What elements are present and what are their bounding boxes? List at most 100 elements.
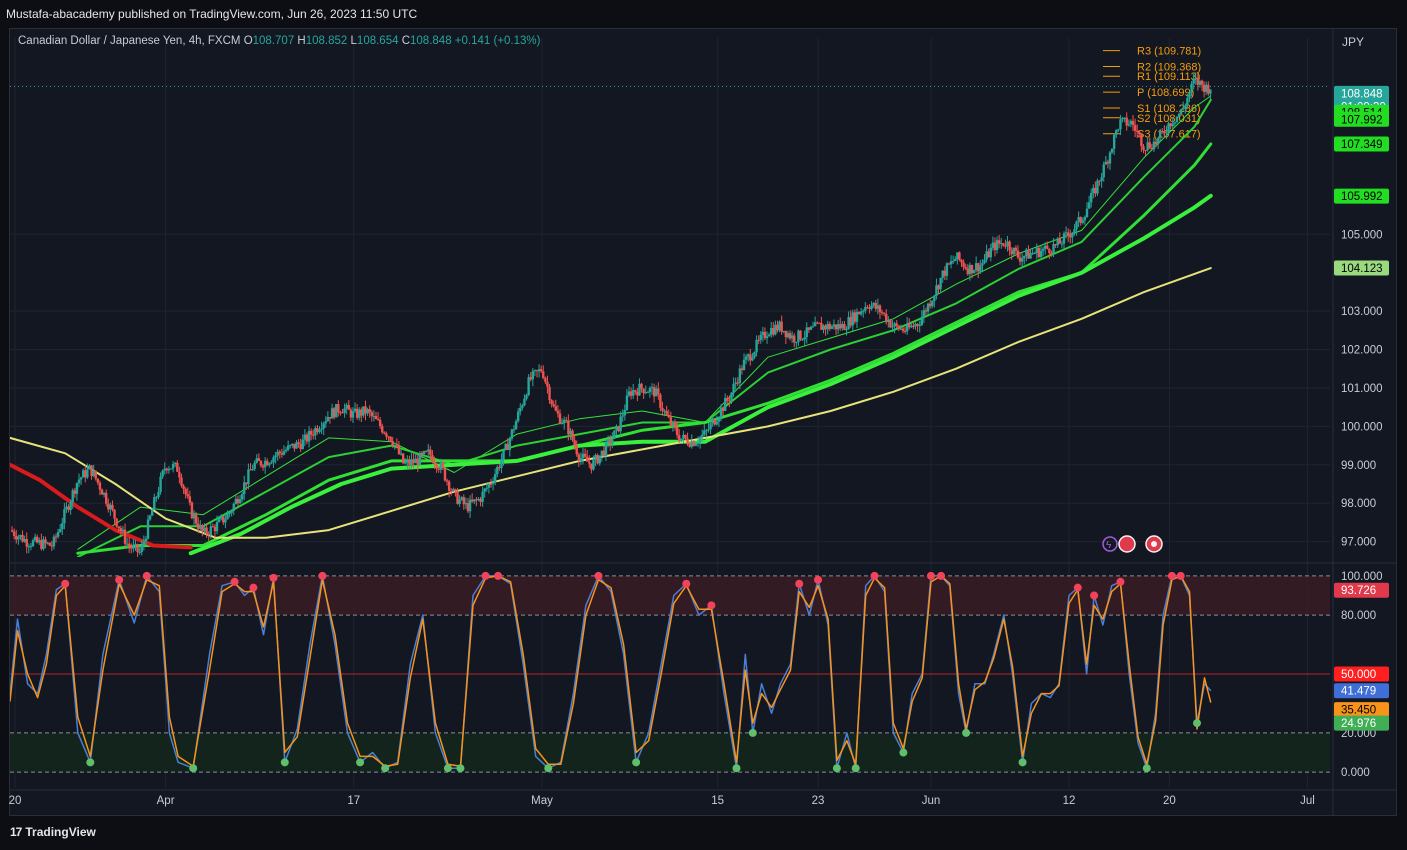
symbol-name[interactable]: Canadian Dollar / Japanese Yen, 4h, FXCM — [18, 35, 241, 47]
candle-body — [552, 404, 555, 407]
candle-body — [560, 423, 564, 425]
candle-body — [299, 444, 302, 450]
candle-body — [71, 490, 74, 503]
tradingview-logo[interactable]: 17 TradingView — [10, 825, 96, 839]
candle-body — [209, 526, 212, 536]
candle-body — [905, 323, 909, 332]
candle-body — [790, 335, 794, 339]
candle-body — [1167, 123, 1170, 133]
flag-icon[interactable] — [1118, 535, 1136, 553]
candle-body — [316, 428, 319, 432]
price-tag-label: 41.479 — [1341, 686, 1376, 698]
candle-body — [1089, 193, 1093, 203]
candle-body — [834, 324, 838, 330]
candle-body — [335, 404, 338, 418]
price-tag: 50.000 — [1334, 666, 1389, 682]
candle-body — [1023, 255, 1026, 259]
candle-body — [805, 327, 808, 338]
candle-body — [393, 444, 396, 446]
axes: 97.000 98.000 99.000 100.000 101.000 102.000 1… — [9, 229, 1383, 807]
lightning-icon[interactable] — [1102, 536, 1118, 552]
price-tag-box — [1334, 136, 1389, 152]
time-tick-label: 15 — [711, 795, 724, 807]
candle-body — [901, 328, 905, 331]
candle-body — [937, 285, 940, 290]
candle-body — [431, 455, 434, 463]
candle-body — [918, 325, 921, 327]
candle-body — [119, 528, 123, 531]
candle-body — [1031, 253, 1034, 255]
candle-body — [50, 545, 54, 547]
candle-body — [659, 394, 662, 408]
candle-body — [1125, 117, 1128, 126]
overbought-marker — [494, 571, 503, 580]
candle-body — [138, 551, 141, 553]
oversold-marker — [189, 764, 198, 773]
time-tick-label: May — [531, 795, 553, 807]
overbought-marker — [230, 577, 239, 586]
candle-body — [178, 471, 181, 478]
overbought-zone — [10, 575, 1330, 616]
candle-body — [684, 434, 687, 439]
candle-body — [985, 251, 988, 260]
stoch-tick-label: 80.000 — [1341, 610, 1376, 622]
candle-body — [1071, 232, 1074, 238]
candle-body — [652, 387, 656, 397]
candle-body — [598, 455, 601, 464]
candle-body — [648, 388, 652, 393]
candle-body — [567, 420, 570, 435]
candle-body — [42, 539, 45, 549]
currency-label[interactable]: JPY — [1342, 35, 1365, 49]
candle-body — [717, 417, 721, 422]
price-tag-label: 50.000 — [1341, 669, 1376, 681]
candle-body — [1041, 248, 1045, 251]
high-value: 108.852 — [305, 35, 348, 47]
candle-body — [644, 392, 647, 394]
candle-body — [23, 538, 26, 542]
candle-body — [506, 443, 509, 451]
price-tag-box — [1334, 666, 1389, 682]
candle-body — [73, 490, 77, 494]
candle-body — [958, 252, 961, 260]
moving-average-line — [10, 462, 193, 550]
candle-body — [337, 404, 340, 413]
candle-body — [427, 449, 430, 452]
stochastic-series — [10, 571, 1212, 773]
candle-body — [345, 404, 348, 409]
candle-body — [1094, 187, 1097, 194]
candle-body — [573, 440, 576, 446]
candle-body — [828, 323, 831, 329]
candle-body — [908, 323, 911, 328]
candle-body — [776, 324, 779, 331]
candle-body — [146, 519, 150, 539]
candle-body — [713, 419, 716, 425]
candle-body — [433, 462, 436, 465]
oversold-marker — [632, 758, 641, 767]
candle-body — [289, 445, 292, 447]
candle-body — [192, 514, 196, 519]
candle-body — [512, 429, 516, 431]
candle-body — [1135, 130, 1139, 132]
candle-body — [443, 468, 447, 481]
candle-body — [504, 443, 507, 450]
candle-body — [941, 270, 944, 278]
candle-body — [897, 325, 900, 330]
close-label: C — [401, 35, 411, 47]
candle-body — [422, 451, 426, 455]
candle-body — [282, 451, 286, 455]
tradingview-mark-icon: 17 — [10, 825, 22, 839]
candle-body — [1035, 247, 1039, 254]
price-tick-label: 98.000 — [1341, 498, 1376, 510]
candle-body — [981, 263, 984, 266]
candle-body — [328, 417, 332, 419]
time-tick-label: Apr — [157, 795, 175, 807]
candle-body — [575, 445, 578, 455]
stoch-tick-label: 100.000 — [1341, 571, 1383, 583]
candle-body — [634, 390, 637, 392]
candle-body — [690, 441, 693, 447]
candle-body — [372, 415, 376, 417]
oversold-marker — [356, 758, 365, 767]
candle-body — [238, 499, 242, 504]
candle-body — [309, 430, 313, 435]
